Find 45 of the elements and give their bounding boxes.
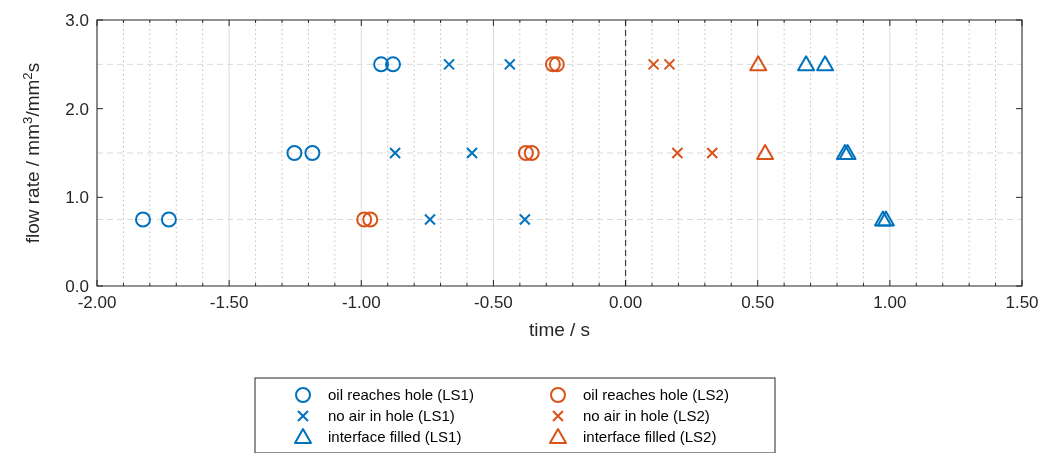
- point: [503, 58, 516, 71]
- legend-label: oil reaches hole (LS1): [328, 386, 474, 404]
- point: [356, 211, 373, 228]
- x-tick-label: -2.00: [77, 293, 117, 312]
- point: [663, 58, 676, 71]
- x-tick-label: 1.00: [873, 293, 907, 312]
- point: [523, 145, 540, 161]
- point: [544, 56, 561, 73]
- x-tick-label: -1.50: [209, 293, 249, 312]
- x-tick-label: -1.00: [341, 293, 381, 312]
- x-tick-label: 1.50: [1005, 293, 1039, 312]
- point: [706, 147, 719, 159]
- point: [797, 55, 816, 72]
- point: [749, 55, 768, 72]
- legend-label: no air in hole (LS2): [583, 407, 710, 425]
- point: [466, 147, 479, 159]
- point: [548, 56, 565, 73]
- y-tick-label: 3.0: [65, 10, 89, 30]
- point: [518, 213, 531, 226]
- legend-label: no air in hole (LS1): [328, 407, 455, 425]
- point: [424, 213, 436, 226]
- point: [756, 144, 775, 160]
- point: [443, 58, 456, 71]
- x-tick-label: -0.50: [474, 293, 513, 312]
- x-axis-title: time / s: [528, 319, 591, 340]
- legend-label: interface filled (LS1): [328, 428, 462, 446]
- point: [304, 145, 321, 161]
- legend-label: oil reaches hole (LS2): [583, 386, 729, 404]
- point: [647, 58, 660, 71]
- legend-label: interface filled (LS2): [583, 428, 717, 446]
- point: [160, 211, 177, 228]
- point: [362, 211, 379, 228]
- point: [373, 56, 390, 73]
- y-tick-label: 0.0: [65, 276, 89, 296]
- y-tick-label: 2.0: [65, 99, 89, 119]
- x-tick-label: 0.00: [609, 293, 643, 312]
- point: [385, 56, 401, 73]
- point: [134, 211, 151, 228]
- point: [517, 145, 534, 161]
- point: [816, 55, 835, 72]
- y-tick-label: 1.0: [65, 188, 89, 208]
- point: [671, 147, 684, 159]
- point: [389, 147, 402, 159]
- point: [286, 145, 303, 161]
- x-tick-label: 0.50: [741, 293, 775, 312]
